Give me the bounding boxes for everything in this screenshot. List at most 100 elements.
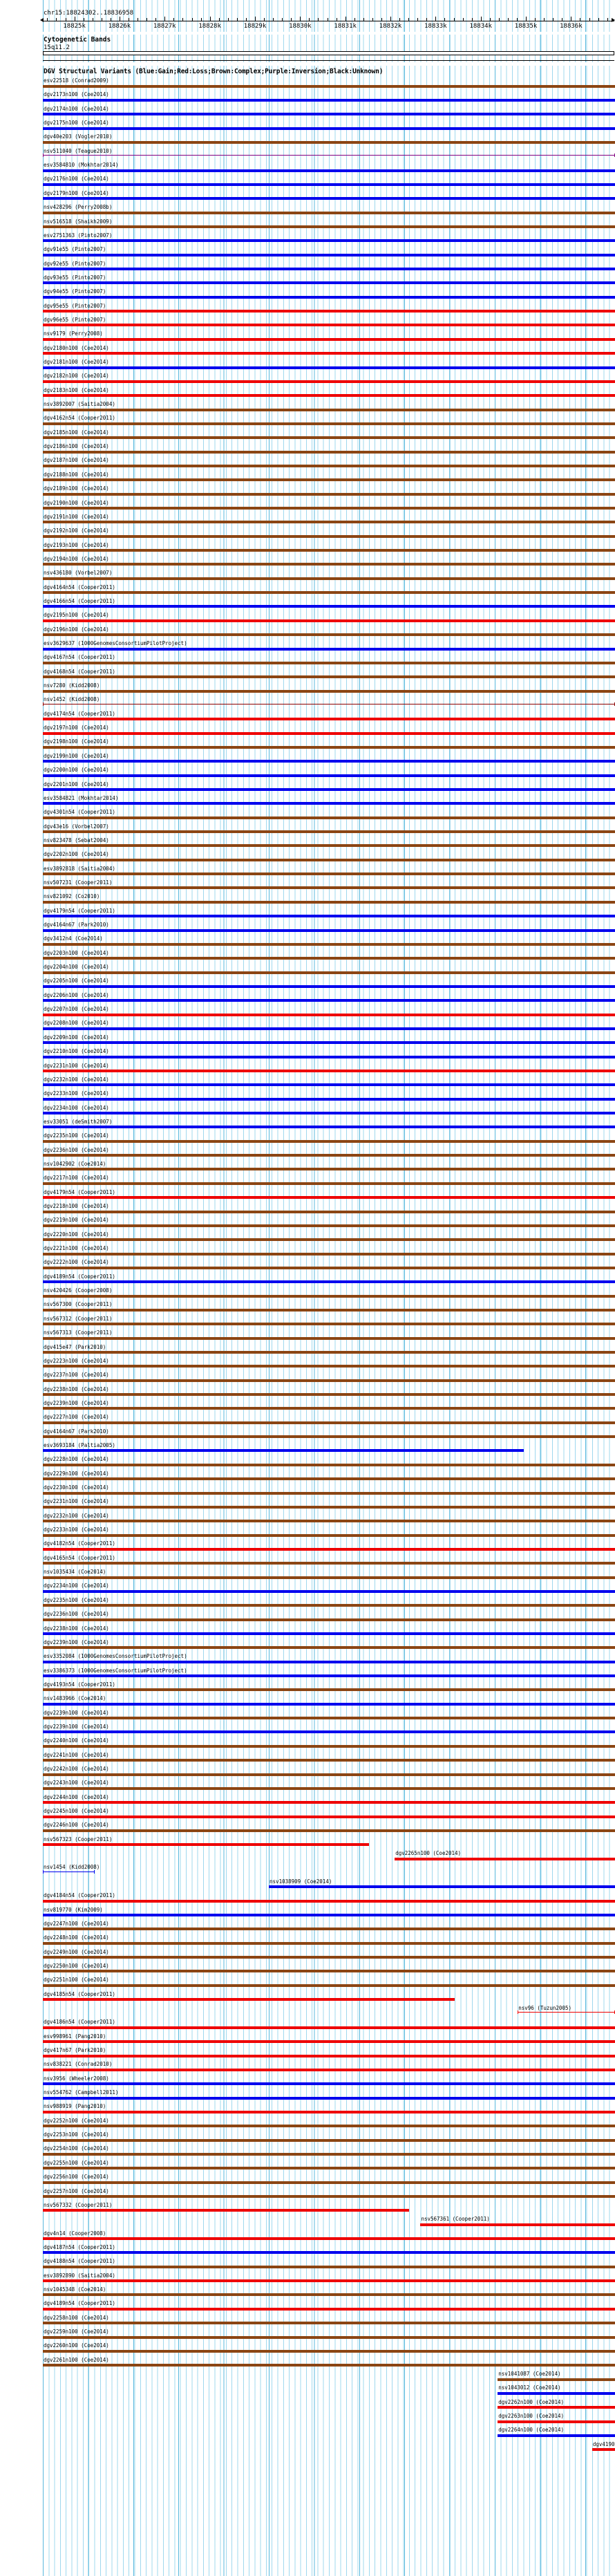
feature-bar[interactable] bbox=[43, 1520, 615, 1523]
feature-label[interactable]: nsv1042902 (Coe2014) bbox=[44, 1160, 106, 1167]
feature-label[interactable]: nsv838221 (Conrad2010) bbox=[44, 2061, 113, 2068]
feature-label[interactable]: dgv2198n100 (Coe2014) bbox=[44, 738, 109, 745]
feature-label[interactable]: dgv2197n100 (Coe2014) bbox=[44, 725, 109, 731]
feature-label[interactable]: dgv2243n100 (Coe2014) bbox=[44, 1780, 109, 1786]
feature-bar[interactable] bbox=[43, 436, 615, 440]
feature-label[interactable]: dgv2194n100 (Coe2014) bbox=[44, 555, 109, 562]
feature-label[interactable]: nsv1452 (Kidd2008) bbox=[44, 696, 100, 703]
feature-label[interactable]: dgv3412n4 (Coe2014) bbox=[44, 935, 103, 942]
feature-bar[interactable] bbox=[43, 1421, 615, 1424]
feature-label[interactable]: dgv2205n100 (Coe2014) bbox=[44, 978, 109, 984]
feature-label[interactable]: dgv2233n100 (Coe2014) bbox=[44, 1090, 109, 1097]
feature-bar[interactable] bbox=[43, 605, 615, 608]
feature-bar[interactable] bbox=[498, 2420, 615, 2423]
feature-bar[interactable] bbox=[43, 1112, 615, 1115]
feature-bar[interactable] bbox=[43, 478, 615, 482]
feature-bar[interactable] bbox=[43, 1576, 615, 1579]
feature-bar[interactable] bbox=[43, 1843, 369, 1847]
feature-label[interactable]: dgv4182n54 (Cooper2011) bbox=[44, 1540, 115, 1547]
feature-label[interactable]: dgv2259n100 (Coe2014) bbox=[44, 2328, 109, 2335]
feature-bar[interactable] bbox=[43, 1463, 615, 1466]
feature-bar[interactable] bbox=[43, 1266, 615, 1269]
feature-bar[interactable] bbox=[43, 1815, 615, 1818]
feature-label[interactable]: dgv2219n100 (Coe2014) bbox=[44, 1217, 109, 1224]
feature-bar[interactable] bbox=[43, 999, 615, 1002]
feature-bar[interactable] bbox=[43, 492, 615, 496]
feature-bar[interactable] bbox=[43, 2138, 615, 2142]
feature-bar[interactable] bbox=[43, 1351, 615, 1354]
feature-bar[interactable] bbox=[43, 900, 615, 904]
feature-bar[interactable] bbox=[43, 84, 615, 88]
feature-label[interactable]: dgv2237n100 (Coe2014) bbox=[44, 1372, 109, 1379]
feature-bar[interactable] bbox=[43, 1899, 615, 1903]
feature-label[interactable]: dgv2232n100 (Coe2014) bbox=[44, 1076, 109, 1083]
feature-bar[interactable] bbox=[43, 1196, 615, 1200]
feature-bar[interactable] bbox=[43, 731, 615, 735]
feature-label[interactable]: dgv2234n100 (Coe2014) bbox=[44, 1583, 109, 1589]
feature-label[interactable]: dgv2191n100 (Coe2014) bbox=[44, 513, 109, 520]
feature-label[interactable]: dgv94e55 (Pinto2007) bbox=[44, 288, 106, 295]
feature-bar[interactable] bbox=[43, 380, 615, 383]
feature-bar[interactable] bbox=[43, 1717, 615, 1720]
feature-label[interactable]: dgv2209n100 (Coe2014) bbox=[44, 1034, 109, 1040]
feature-bar[interactable] bbox=[43, 2349, 615, 2353]
feature-bar[interactable] bbox=[43, 127, 615, 130]
feature-label[interactable]: dgv4167n54 (Cooper2011) bbox=[44, 654, 115, 661]
feature-bar[interactable] bbox=[43, 2110, 615, 2113]
feature-label[interactable]: dgv2229n100 (Coe2014) bbox=[44, 1470, 109, 1477]
feature-bar[interactable] bbox=[43, 830, 615, 834]
feature-bar[interactable] bbox=[498, 2406, 615, 2409]
feature-bar[interactable] bbox=[43, 2125, 615, 2128]
feature-label[interactable]: esv3693184 (Paltia2005) bbox=[44, 1441, 115, 1448]
feature-bar[interactable] bbox=[43, 802, 615, 805]
feature-bar[interactable] bbox=[43, 295, 615, 299]
feature-label[interactable]: nsv436180 (Vorbel2007) bbox=[44, 570, 113, 577]
feature-label[interactable]: dgv2235n100 (Coe2014) bbox=[44, 1132, 109, 1139]
feature-bar[interactable] bbox=[43, 1336, 615, 1340]
feature-bar[interactable] bbox=[43, 2195, 615, 2198]
feature-bar[interactable] bbox=[43, 394, 615, 398]
feature-label[interactable]: dgv2247n100 (Coe2014) bbox=[44, 1920, 109, 1927]
feature-label[interactable]: dgv2206n100 (Coe2014) bbox=[44, 991, 109, 998]
feature-label[interactable]: dgv2234n100 (Coe2014) bbox=[44, 1104, 109, 1111]
pan-right-arrow-icon[interactable] bbox=[612, 18, 615, 22]
feature-label[interactable]: nsv567332 (Cooper2011) bbox=[44, 2201, 113, 2208]
feature-bar[interactable] bbox=[43, 169, 615, 172]
feature-label[interactable]: dgv2187n100 (Coe2014) bbox=[44, 457, 109, 464]
feature-label[interactable]: dgv92e55 (Pinto2007) bbox=[44, 260, 106, 267]
feature-label[interactable]: dgv2263n100 (Coe2014) bbox=[498, 2413, 565, 2420]
feature-bar[interactable] bbox=[43, 577, 615, 580]
feature-label[interactable]: nsv516518 (Shaikh2009) bbox=[44, 218, 113, 225]
feature-label[interactable]: dgv2217n100 (Coe2014) bbox=[44, 1175, 109, 1182]
feature-bar[interactable] bbox=[43, 1294, 615, 1298]
feature-label[interactable]: dgv2262n100 (Coe2014) bbox=[498, 2398, 565, 2405]
feature-label[interactable]: nsv7280 (Kidd2008) bbox=[44, 682, 100, 689]
feature-bar[interactable] bbox=[43, 844, 615, 848]
feature-label[interactable]: dgv2254n100 (Coe2014) bbox=[44, 2145, 109, 2152]
feature-label[interactable]: dgv2252n100 (Coe2014) bbox=[44, 2117, 109, 2124]
feature-bar[interactable] bbox=[395, 1857, 615, 1860]
feature-bar[interactable] bbox=[43, 1970, 615, 1973]
feature-bar[interactable] bbox=[43, 816, 615, 819]
feature-bar[interactable] bbox=[43, 647, 615, 651]
feature-bar[interactable] bbox=[43, 183, 615, 186]
feature-label[interactable]: dgv2196n100 (Coe2014) bbox=[44, 626, 109, 633]
feature-label[interactable]: nsv567313 (Cooper2011) bbox=[44, 1329, 113, 1336]
feature-bar[interactable] bbox=[43, 2040, 615, 2044]
feature-label[interactable]: dgv2249n100 (Coe2014) bbox=[44, 1948, 109, 1955]
feature-bar[interactable] bbox=[43, 1280, 615, 1284]
feature-label[interactable]: dgv2189n100 (Coe2014) bbox=[44, 485, 109, 492]
feature-label[interactable]: dgv2253n100 (Coe2014) bbox=[44, 2131, 109, 2138]
feature-bar[interactable] bbox=[43, 2364, 615, 2367]
feature-bar[interactable] bbox=[43, 2307, 615, 2311]
feature-label[interactable]: dgv2235n100 (Coe2014) bbox=[44, 1596, 109, 1603]
feature-label[interactable]: dgv2261n100 (Coe2014) bbox=[44, 2356, 109, 2363]
feature-bar[interactable] bbox=[43, 1998, 455, 2001]
feature-bar[interactable] bbox=[592, 2448, 615, 2452]
feature-label[interactable]: dgv2193n100 (Coe2014) bbox=[44, 541, 109, 548]
feature-bar[interactable] bbox=[43, 281, 615, 285]
feature-label[interactable]: dgv2200n100 (Coe2014) bbox=[44, 767, 109, 774]
feature-label[interactable]: dgv4179n54 (Cooper2011) bbox=[44, 1188, 115, 1195]
feature-label[interactable]: dgv2173n100 (Coe2014) bbox=[44, 91, 109, 98]
feature-bar[interactable] bbox=[43, 408, 615, 411]
